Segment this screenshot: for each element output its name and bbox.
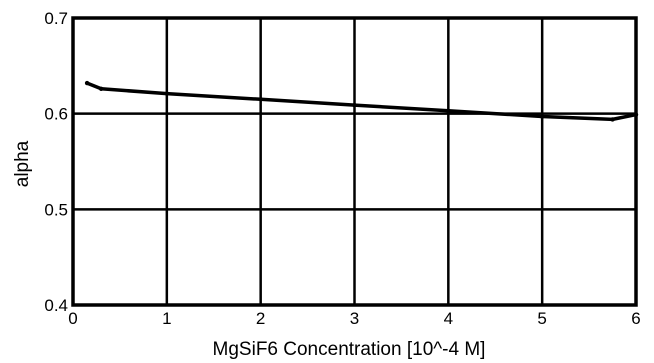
y-tick-label: 0.7 <box>44 9 68 28</box>
x-tick-label: 2 <box>256 309 265 328</box>
y-axis-label: alpha <box>12 140 33 187</box>
y-tick-label: 0.4 <box>44 296 68 315</box>
data-point <box>98 86 104 91</box>
x-tick-label: 3 <box>350 309 359 328</box>
y-tick-label: 0.6 <box>44 105 68 124</box>
data-point <box>352 102 357 108</box>
plot-frame <box>71 16 638 307</box>
data-point <box>446 108 451 113</box>
tick-labels: 0 1 2 3 4 5 6 0.4 0.5 0.6 0.7 <box>44 9 640 328</box>
series-layer <box>84 80 639 122</box>
x-tick-label: 6 <box>631 309 640 328</box>
data-point <box>539 114 545 119</box>
grid <box>71 16 638 307</box>
data-point <box>84 80 90 86</box>
data-point <box>610 117 615 122</box>
x-tick-label: 4 <box>444 309 453 328</box>
x-tick-label: 0 <box>68 309 77 328</box>
data-point <box>258 97 263 102</box>
x-tick-label: 5 <box>537 309 546 328</box>
x-axis-label: MgSiF6 Concentration [10^-4 M] <box>213 339 486 360</box>
x-tick-label: 1 <box>162 309 171 328</box>
data-point <box>164 91 170 96</box>
y-tick-label: 0.5 <box>44 200 68 219</box>
